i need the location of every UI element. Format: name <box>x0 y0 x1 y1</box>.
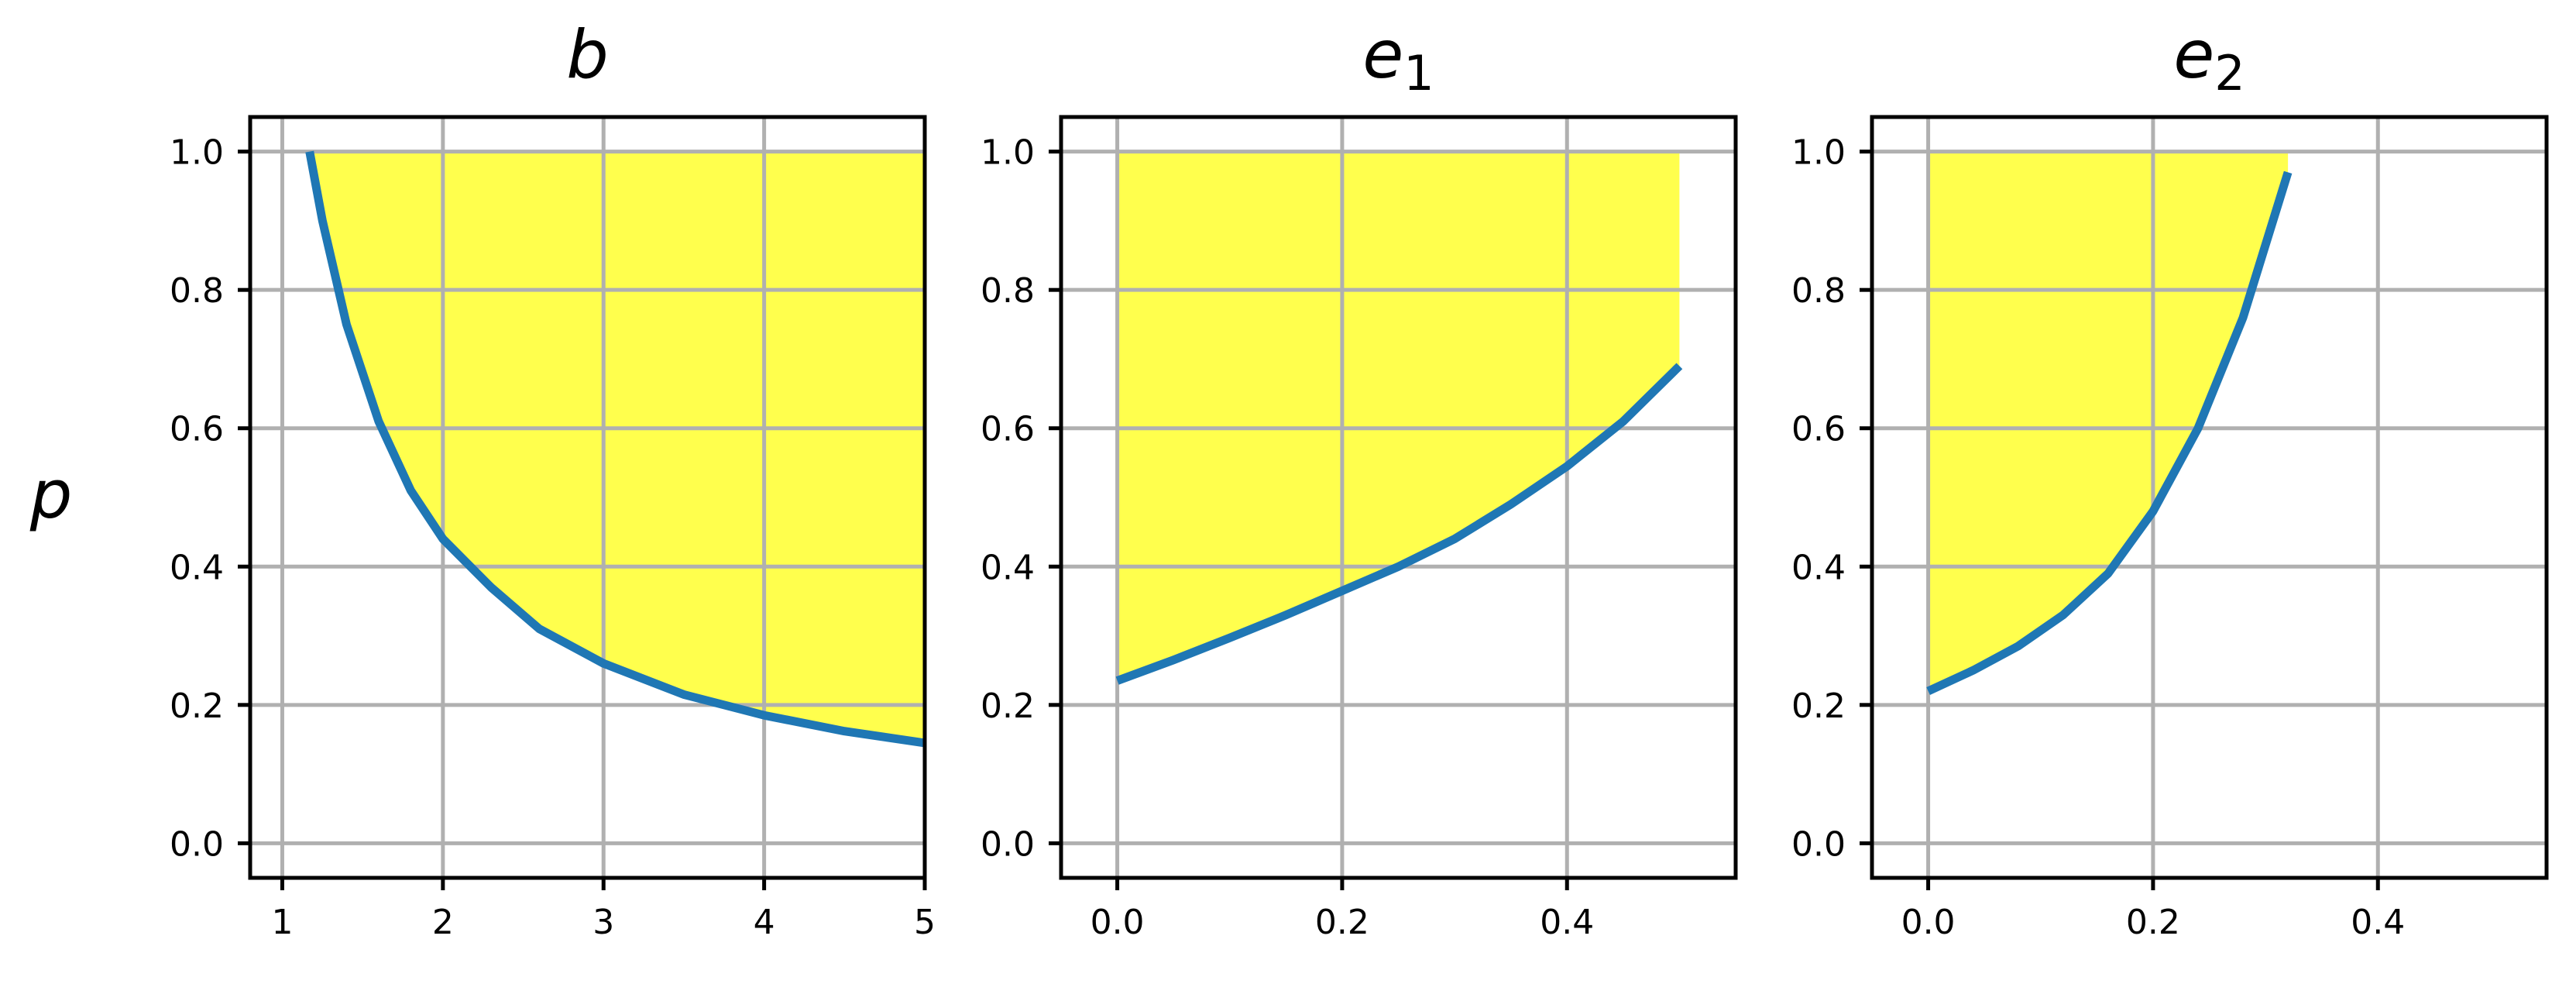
y-tick-label: 1.0 <box>1791 133 1846 173</box>
y-tick-label: 0.8 <box>170 271 224 311</box>
x-tick-label: 5 <box>914 903 936 942</box>
panel-title-text: e <box>2173 16 2214 94</box>
x-tick-label: 4 <box>754 903 775 942</box>
panel-title-subscript: 1 <box>1403 45 1434 101</box>
feasible-region-fill <box>1117 151 1680 681</box>
x-tick-label: 0.4 <box>1540 903 1594 942</box>
y-tick-label: 0.4 <box>981 548 1035 587</box>
y-tick-label: 0.2 <box>981 686 1035 726</box>
y-axis-label: p <box>29 456 73 534</box>
y-tick-label: 0.4 <box>1791 548 1846 587</box>
x-tick-label: 0.2 <box>1315 903 1369 942</box>
x-tick-label: 0.4 <box>2351 903 2405 942</box>
x-tick-label: 0.2 <box>2126 903 2180 942</box>
y-tick-label: 0.6 <box>170 410 224 449</box>
x-tick-label: 0.0 <box>1091 903 1145 942</box>
panel-title-subscript: 2 <box>2214 45 2245 101</box>
axes-frame <box>1059 115 1738 880</box>
boundary-curve <box>1926 170 2293 695</box>
x-tick-label: 3 <box>592 903 614 942</box>
panel-title-text: e <box>1362 16 1403 94</box>
x-tick-label: 1 <box>271 903 293 942</box>
chart-panel-2: 0.0 0.2 0.4 0.0 0.2 0.4 0.6 0.8 1.0 e1 <box>981 16 1738 942</box>
y-tick-label: 0.0 <box>170 824 224 864</box>
y-tick-label: 0.4 <box>170 548 224 587</box>
axes-frame <box>248 115 927 880</box>
panel-title: e2 <box>2173 16 2245 101</box>
plot-area <box>1872 117 2547 878</box>
y-tick-label: 0.8 <box>1791 271 1846 311</box>
y-tick-label: 0.6 <box>1791 410 1846 449</box>
y-tick-label: 0.8 <box>981 271 1035 311</box>
boundary-curve <box>305 150 925 748</box>
y-tick-label: 1.0 <box>170 133 224 173</box>
x-tick-label: 0.0 <box>1901 903 1956 942</box>
feasible-region-fill <box>1928 151 2289 691</box>
plot-area <box>1061 117 1736 878</box>
panel-title-text: b <box>566 16 609 94</box>
plot-area <box>250 117 925 878</box>
chart-panel-1: 1 2 3 4 5 0.0 0.2 0.4 0.6 0.8 1.0 b <box>170 16 936 942</box>
x-tick-label: 2 <box>432 903 454 942</box>
y-tick-label: 1.0 <box>981 133 1035 173</box>
y-tick-label: 0.2 <box>1791 686 1846 726</box>
panels: 1 2 3 4 50.00.20.40.60.81.0b0.0 0.2 0.40.00.20… <box>170 16 2549 942</box>
y-tick-label: 0.6 <box>981 410 1035 449</box>
y-tick-label: 0.2 <box>170 686 224 726</box>
chart-panel-3: 0.0 0.2 0.4 0.0 0.2 0.4 0.6 0.8 1.0 e2 <box>1791 16 2549 942</box>
y-tick-label: 0.0 <box>1791 824 1846 864</box>
panel-title: e1 <box>1362 16 1434 101</box>
y-tick-label: 0.0 <box>981 824 1035 864</box>
panel-title: b <box>566 16 609 94</box>
boundary-curve <box>1115 363 1683 685</box>
axes-frame <box>1870 115 2549 880</box>
feasible-region-fill <box>309 151 925 743</box>
